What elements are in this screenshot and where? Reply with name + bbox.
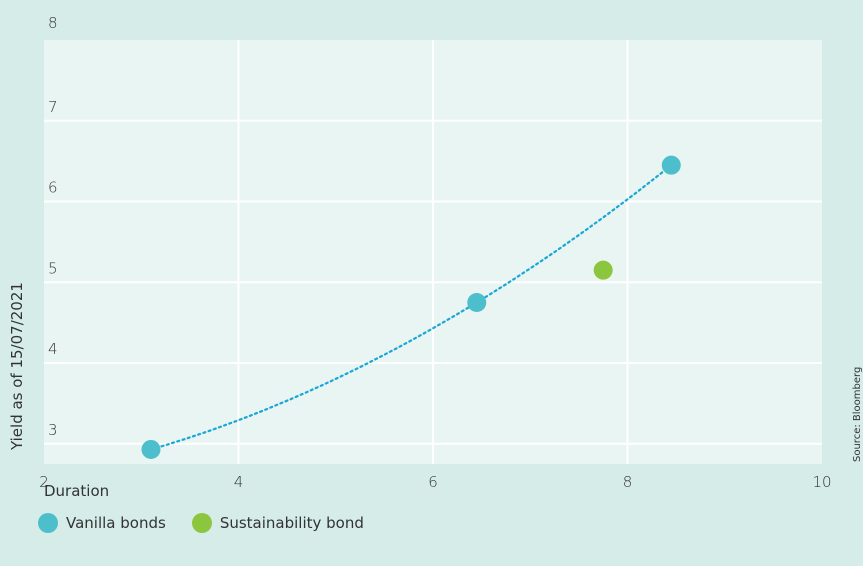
y-axis-title: Yield as of 15/07/2021 (8, 282, 26, 451)
y-tick-label: 4 (48, 340, 58, 358)
trendline (149, 164, 673, 451)
source-note: Source: Bloomberg (852, 367, 863, 462)
legend-label-vanilla: Vanilla bonds (66, 514, 166, 532)
x-tick-label: 2 (39, 473, 49, 491)
y-tick-label: 8 (48, 14, 58, 32)
legend: Vanilla bonds Sustainability bond (38, 513, 390, 533)
y-tick-label: 6 (48, 179, 58, 197)
sustainability-bond-point (593, 260, 613, 280)
vanilla-bond-point (467, 292, 487, 312)
y-tick-label: 7 (48, 98, 58, 116)
legend-swatch-sustainability (191, 513, 212, 533)
vanilla-bond-point (661, 155, 681, 175)
legend-label-sustainability: Sustainability bond (219, 514, 364, 532)
x-tick-label: 8 (623, 473, 633, 491)
vanilla-bond-point (141, 439, 161, 459)
vanilla-trendline (149, 164, 673, 451)
legend-item-vanilla: Vanilla bonds (38, 513, 166, 533)
data-points (141, 155, 681, 459)
x-tick-label: 10 (812, 473, 831, 491)
legend-swatch-vanilla (38, 513, 58, 533)
grid-lines (44, 40, 822, 464)
y-tick-label: 5 (48, 259, 58, 277)
legend-item-sustainability: Sustainability bond (191, 513, 364, 533)
x-tick-label: 4 (234, 473, 244, 491)
y-tick-label: 3 (48, 421, 58, 439)
x-axis-title: Duration (44, 482, 109, 500)
x-tick-label: 6 (428, 473, 438, 491)
tick-labels: 2 4 6 8 10 3 4 5 6 7 8 (39, 14, 831, 491)
